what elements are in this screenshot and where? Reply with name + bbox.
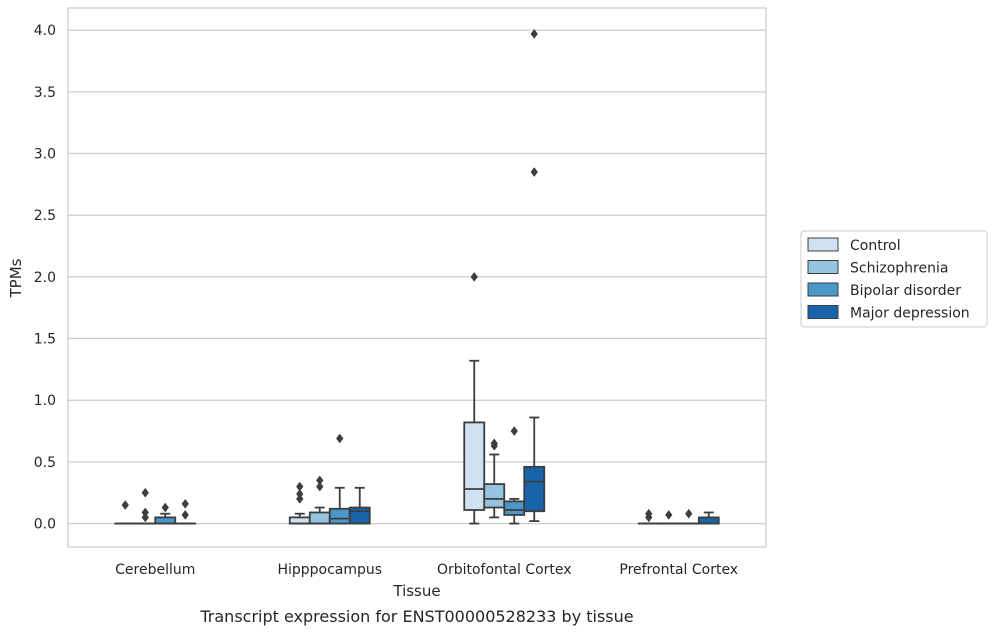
outlier-point [316,475,324,486]
y-axis-ticks: 0.0 0.5 1.0 1.5 2.0 2.5 3.0 3.5 4.0 [34,23,56,532]
x-tick-label: Cerebellum [115,562,195,578]
outlier-point [296,489,304,499]
y-tick-label: 2.5 [34,208,56,224]
outlier-point [181,510,189,520]
outlier-point [316,481,324,492]
box-2-0 [463,271,486,525]
legend-frame [800,230,988,328]
legend-swatch [807,305,839,319]
legend-label: Control [850,238,901,254]
outlier-point [685,508,693,519]
box-0-1 [134,487,157,525]
y-axis-title: TPMs [7,258,25,298]
x-tick-label: Orbitofontal Cortex [437,562,572,578]
legend-swatch [807,237,839,252]
outlier-point [645,508,653,519]
legend: Control Schizophrenia Bipolar disorder Majo… [800,230,988,328]
box-1-2 [328,433,351,525]
y-tick-label: 0.5 [34,455,56,471]
box-3-1 [657,510,680,525]
outlier-point [121,500,129,510]
box-2-2 [503,426,526,525]
iqr-box [483,483,506,509]
box-3-2 [677,508,700,525]
x-axis-title: Tissue [392,582,440,600]
x-axis-ticks: Cerebellum Hipppocampus Orbitofontal Corte… [115,562,738,578]
iqr-box [463,421,486,511]
outlier-point [296,493,304,504]
y-tick-label: 1.5 [34,332,56,348]
plot-frame [67,7,767,548]
iqr-box [308,511,331,525]
iqr-box [328,507,351,525]
y-tick-label: 3.5 [34,85,56,101]
legend-label: Bipolar disorder [850,283,961,299]
y-tick-label: 1.0 [34,393,56,409]
outlier-point [490,438,498,449]
legend-label: Major depression [850,306,970,322]
outlier-point [530,167,538,177]
box-0-2 [154,502,177,525]
iqr-box [348,506,371,525]
box-2-1 [483,438,506,519]
y-tick-label: 2.0 [34,270,56,286]
outlier-point [141,487,149,498]
y-tick-label: 4.0 [34,23,56,39]
legend-label: Schizophrenia [850,261,948,277]
boxes [114,28,720,525]
x-tick-label: Prefrontal Cortex [619,562,738,578]
iqr-box [523,465,546,513]
outlier-point [665,510,673,520]
outlier-point [336,433,344,444]
box-2-3 [523,28,546,522]
box-1-0 [288,481,311,525]
iqr-box [288,516,311,525]
legend-swatch [807,260,839,274]
iqr-box [503,500,526,516]
iqr-box [697,516,720,525]
box-3-0 [637,508,660,525]
box-1-1 [308,475,331,525]
legend-swatch [807,282,839,297]
y-tick-label: 3.0 [34,147,56,163]
outlier-point [181,498,189,509]
box-3-3 [697,511,720,525]
iqr-box [154,516,177,525]
outlier-point [296,481,304,492]
outlier-point [141,512,149,523]
gridlines [68,29,766,525]
outlier-point [141,507,149,518]
outlier-point [530,28,538,39]
box-0-3 [174,498,197,525]
y-tick-label: 0.0 [34,517,56,533]
box-1-3 [348,486,371,525]
box-0-0 [114,500,137,525]
outlier-point [470,271,478,282]
outlier-point [161,502,169,513]
outlier-point [510,426,518,436]
chart-caption: Transcript expression for ENST0000052823… [199,607,633,626]
x-tick-label: Hipppocampus [277,562,382,578]
